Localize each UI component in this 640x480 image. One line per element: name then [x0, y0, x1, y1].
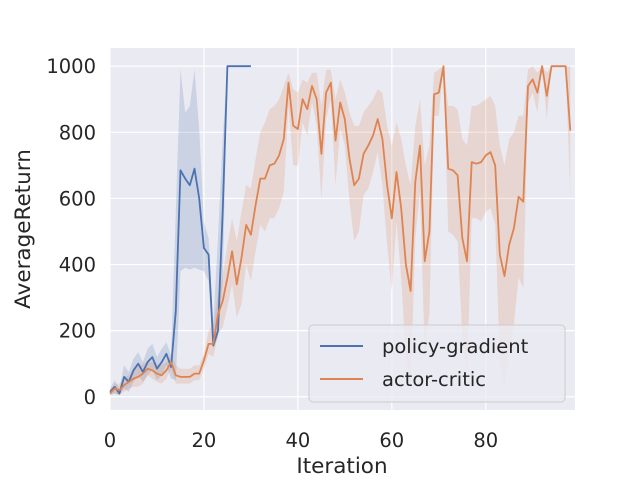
y-tick-label: 400 [59, 254, 96, 277]
series-line-policy-gradient [109, 65, 251, 395]
y-tick-labels: 0 200 400 600 800 1000 [46, 55, 96, 409]
legend-label-actor-critic: actor-critic [382, 368, 486, 391]
legend: policy-gradient actor-critic [308, 324, 566, 403]
y-axis-label: AverageReturn [11, 149, 36, 309]
gridlines [109, 48, 575, 410]
series-lines [109, 65, 572, 395]
y-tick-label: 0 [84, 386, 96, 409]
x-tick-label: 60 [379, 429, 404, 452]
confidence-band-policy-gradient [110, 66, 251, 396]
x-tick-label: 0 [104, 429, 116, 452]
legend-label-policy-gradient: policy-gradient [382, 335, 529, 358]
y-tick-label: 200 [59, 320, 96, 343]
x-axis-label: Iteration [296, 454, 387, 479]
x-tick-label: 40 [285, 429, 310, 452]
legend-box [308, 324, 566, 403]
x-tick-labels: 0 20 40 60 80 [104, 429, 498, 452]
y-tick-label: 600 [59, 187, 96, 210]
x-tick-label: 80 [473, 429, 498, 452]
x-tick-label: 20 [192, 429, 217, 452]
series-line-actor-critic [109, 65, 572, 395]
y-tick-label: 800 [59, 121, 96, 144]
y-tick-label: 1000 [46, 55, 96, 78]
confidence-band-actor-critic [110, 66, 571, 396]
confidence-bands [110, 66, 571, 396]
